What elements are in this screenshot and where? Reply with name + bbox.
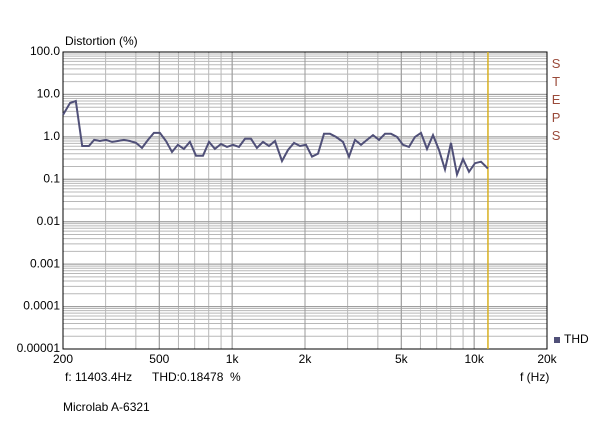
chart-title: Distortion (%) (65, 34, 138, 48)
legend-label: THD (564, 332, 589, 346)
x-tick-label: 1k (226, 352, 240, 366)
x-tick-label: 200 (53, 352, 73, 366)
side-label: STEPS (549, 56, 564, 146)
y-tick-label: 100.0 (30, 44, 60, 58)
y-tick-label: 0.1 (43, 171, 60, 185)
device-name: Microlab A-6321 (63, 400, 150, 414)
cursor-thd: THD:0.18478 % (152, 370, 241, 384)
y-tick-label: 0.0001 (23, 299, 60, 313)
x-tick-label: 10k (464, 352, 484, 366)
cursor-frequency: f: 11403.4Hz (65, 370, 132, 384)
x-tick-label: 20k (537, 352, 557, 366)
data-line (62, 99, 489, 179)
y-tick-label: 1.0 (43, 129, 60, 143)
x-tick-label: 2k (299, 352, 313, 366)
legend-swatch (554, 337, 560, 343)
y-tick-label: 0.001 (30, 256, 60, 270)
x-tick-label: 5k (395, 352, 409, 366)
x-tick-label: 500 (149, 352, 169, 366)
y-tick-label: 0.01 (37, 214, 61, 228)
y-tick-label: 10.0 (37, 87, 61, 101)
y-tick-label: 0.00001 (17, 341, 61, 355)
plot-frame (62, 51, 548, 350)
x-axis-label: f (Hz) (520, 370, 549, 384)
